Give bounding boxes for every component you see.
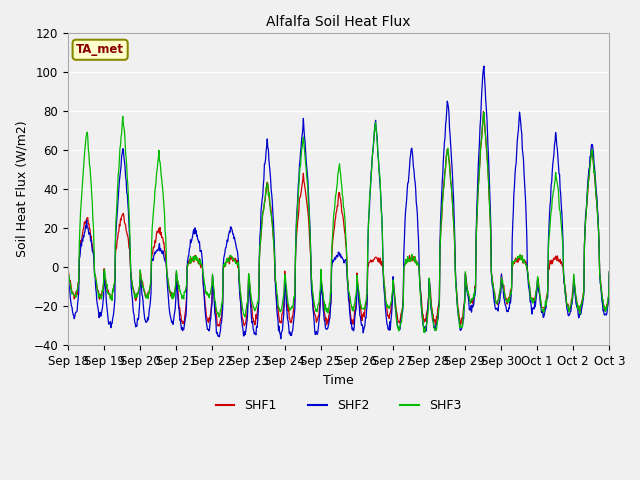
- SHF3: [90, 242, 98, 248]
- SHF3: [289, 305, 296, 311]
- SHF1: [216, 323, 223, 329]
- X-axis label: Time: Time: [323, 373, 354, 386]
- SHF2: [64, 270, 72, 276]
- SHF1: [605, 271, 613, 276]
- SHF3: [480, 109, 488, 115]
- SHF3: [420, 330, 428, 336]
- SHF1: [64, 268, 72, 274]
- SHF2: [588, 142, 596, 147]
- Line: SHF2: SHF2: [68, 66, 609, 339]
- SHF2: [579, 295, 587, 300]
- SHF1: [479, 109, 487, 115]
- SHF2: [90, 256, 98, 262]
- SHF3: [383, 304, 391, 310]
- SHF1: [383, 313, 391, 319]
- SHF1: [289, 310, 297, 316]
- Title: Alfalfa Soil Heat Flux: Alfalfa Soil Heat Flux: [266, 15, 411, 29]
- SHF1: [579, 290, 587, 296]
- SHF2: [383, 323, 391, 328]
- SHF3: [64, 267, 72, 273]
- SHF1: [588, 146, 596, 152]
- SHF2: [605, 269, 613, 275]
- SHF3: [588, 148, 596, 154]
- SHF3: [579, 295, 587, 300]
- SHF3: [164, 283, 172, 289]
- Text: TA_met: TA_met: [76, 43, 124, 56]
- SHF2: [289, 322, 297, 328]
- SHF2: [480, 63, 488, 69]
- Y-axis label: Soil Heat Flux (W/m2): Soil Heat Flux (W/m2): [15, 121, 28, 257]
- Line: SHF1: SHF1: [68, 112, 609, 326]
- Line: SHF3: SHF3: [68, 112, 609, 333]
- Legend: SHF1, SHF2, SHF3: SHF1, SHF2, SHF3: [211, 394, 467, 417]
- SHF1: [90, 255, 98, 261]
- SHF1: [164, 280, 172, 286]
- SHF3: [605, 269, 613, 275]
- SHF2: [164, 296, 172, 302]
- SHF2: [277, 336, 285, 342]
